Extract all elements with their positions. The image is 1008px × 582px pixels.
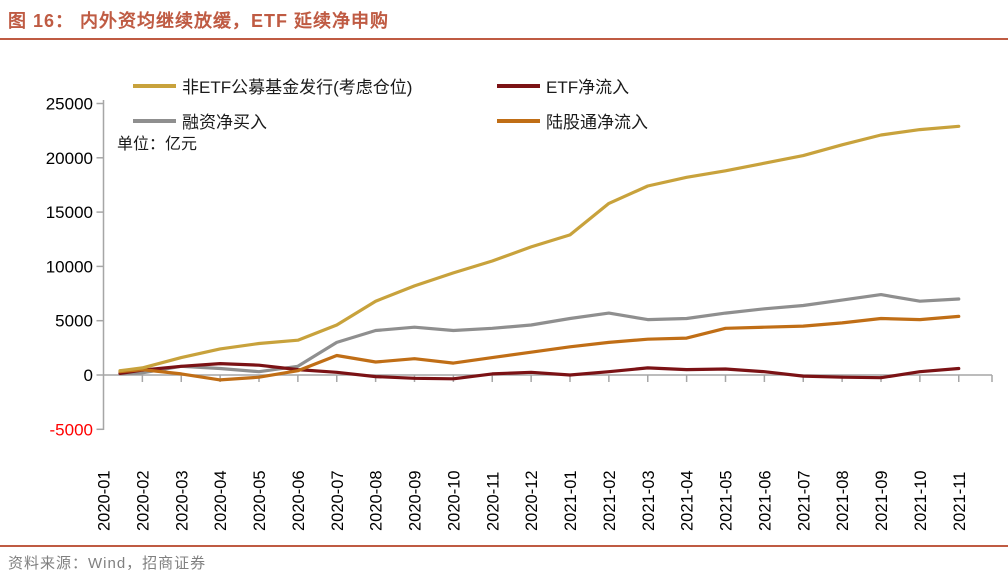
series-line-1: [118, 362, 961, 381]
x-tick-label: 2021-11: [951, 472, 969, 531]
x-tick-label: 2020-03: [173, 470, 191, 531]
unit-label: 单位：亿元: [117, 136, 198, 153]
y-tick-label: -5000: [50, 420, 93, 439]
x-tick-label: 2020-06: [290, 470, 308, 531]
series-line-0: [118, 124, 961, 373]
legend-label-etf: ETF净流入: [546, 78, 630, 97]
x-tick-label: 2021-04: [679, 470, 697, 531]
footer-divider: [0, 545, 1008, 547]
x-tick-label: 2021-02: [601, 470, 619, 531]
legend-swatch-etf: [497, 83, 540, 88]
x-tick-label: 2020-02: [134, 470, 152, 531]
y-tick-label: 0: [84, 366, 93, 385]
x-tick-label: 2020-11: [484, 472, 502, 531]
x-tick-label: 2020-12: [523, 470, 541, 531]
y-tick-label: 10000: [46, 257, 93, 276]
y-tick-label: 25000: [46, 95, 93, 114]
legend-swatch-northbound: [497, 118, 540, 123]
series-line-3: [118, 314, 961, 382]
legend-label-northbound: 陆股通净流入: [546, 113, 648, 132]
legend-swatch-non-etf: [133, 83, 176, 88]
figure-title: 图 16： 内外资均继续放缓，ETF 延续净申购: [8, 11, 390, 31]
x-tick-label: 2020-01: [96, 470, 114, 531]
data-source: 资料来源：Wind，招商证券: [8, 555, 207, 572]
x-tick-label: 2021-10: [912, 470, 930, 531]
x-tick-label: 2020-10: [445, 470, 463, 531]
legend-item-non-etf: 非ETF公募基金发行(考虑仓位): [133, 73, 412, 98]
legend-swatch-margin: [133, 118, 176, 123]
legend-label-non-etf: 非ETF公募基金发行(考虑仓位): [182, 78, 413, 97]
x-tick-label: 2020-04: [212, 470, 230, 531]
x-tick-label: 2020-05: [251, 470, 269, 531]
y-tick-label: 15000: [46, 203, 93, 222]
x-tick-label: 2021-03: [640, 470, 658, 531]
x-tick-label: 2021-01: [562, 470, 580, 531]
y-tick-label: 5000: [55, 312, 93, 331]
x-tick-label: 2021-06: [756, 470, 774, 531]
y-tick-label: 20000: [46, 149, 93, 168]
x-tick-label: 2020-08: [368, 470, 386, 531]
legend-item-etf: ETF净流入: [497, 73, 629, 98]
x-tick-label: 2021-08: [834, 470, 852, 531]
chart-plot: 25000 20000 15000 10000 5000 0 -5000 2020-01 202…: [46, 95, 993, 531]
x-tick-label: 2020-07: [329, 470, 347, 531]
legend-label-margin: 融资净买入: [182, 113, 267, 132]
x-tick-label: 2021-07: [795, 470, 813, 531]
x-tick-label: 2020-09: [407, 470, 425, 531]
x-tick-label: 2021-09: [873, 470, 891, 531]
series-line-2: [118, 293, 961, 376]
title-divider: [0, 38, 1008, 40]
legend-item-margin: 融资净买入: [133, 108, 267, 133]
legend-item-northbound: 陆股通净流入: [497, 108, 648, 133]
chart-container: 25000 20000 15000 10000 5000 0 -5000 2020-01 202…: [0, 40, 1008, 540]
x-tick-label: 2021-05: [718, 470, 736, 531]
